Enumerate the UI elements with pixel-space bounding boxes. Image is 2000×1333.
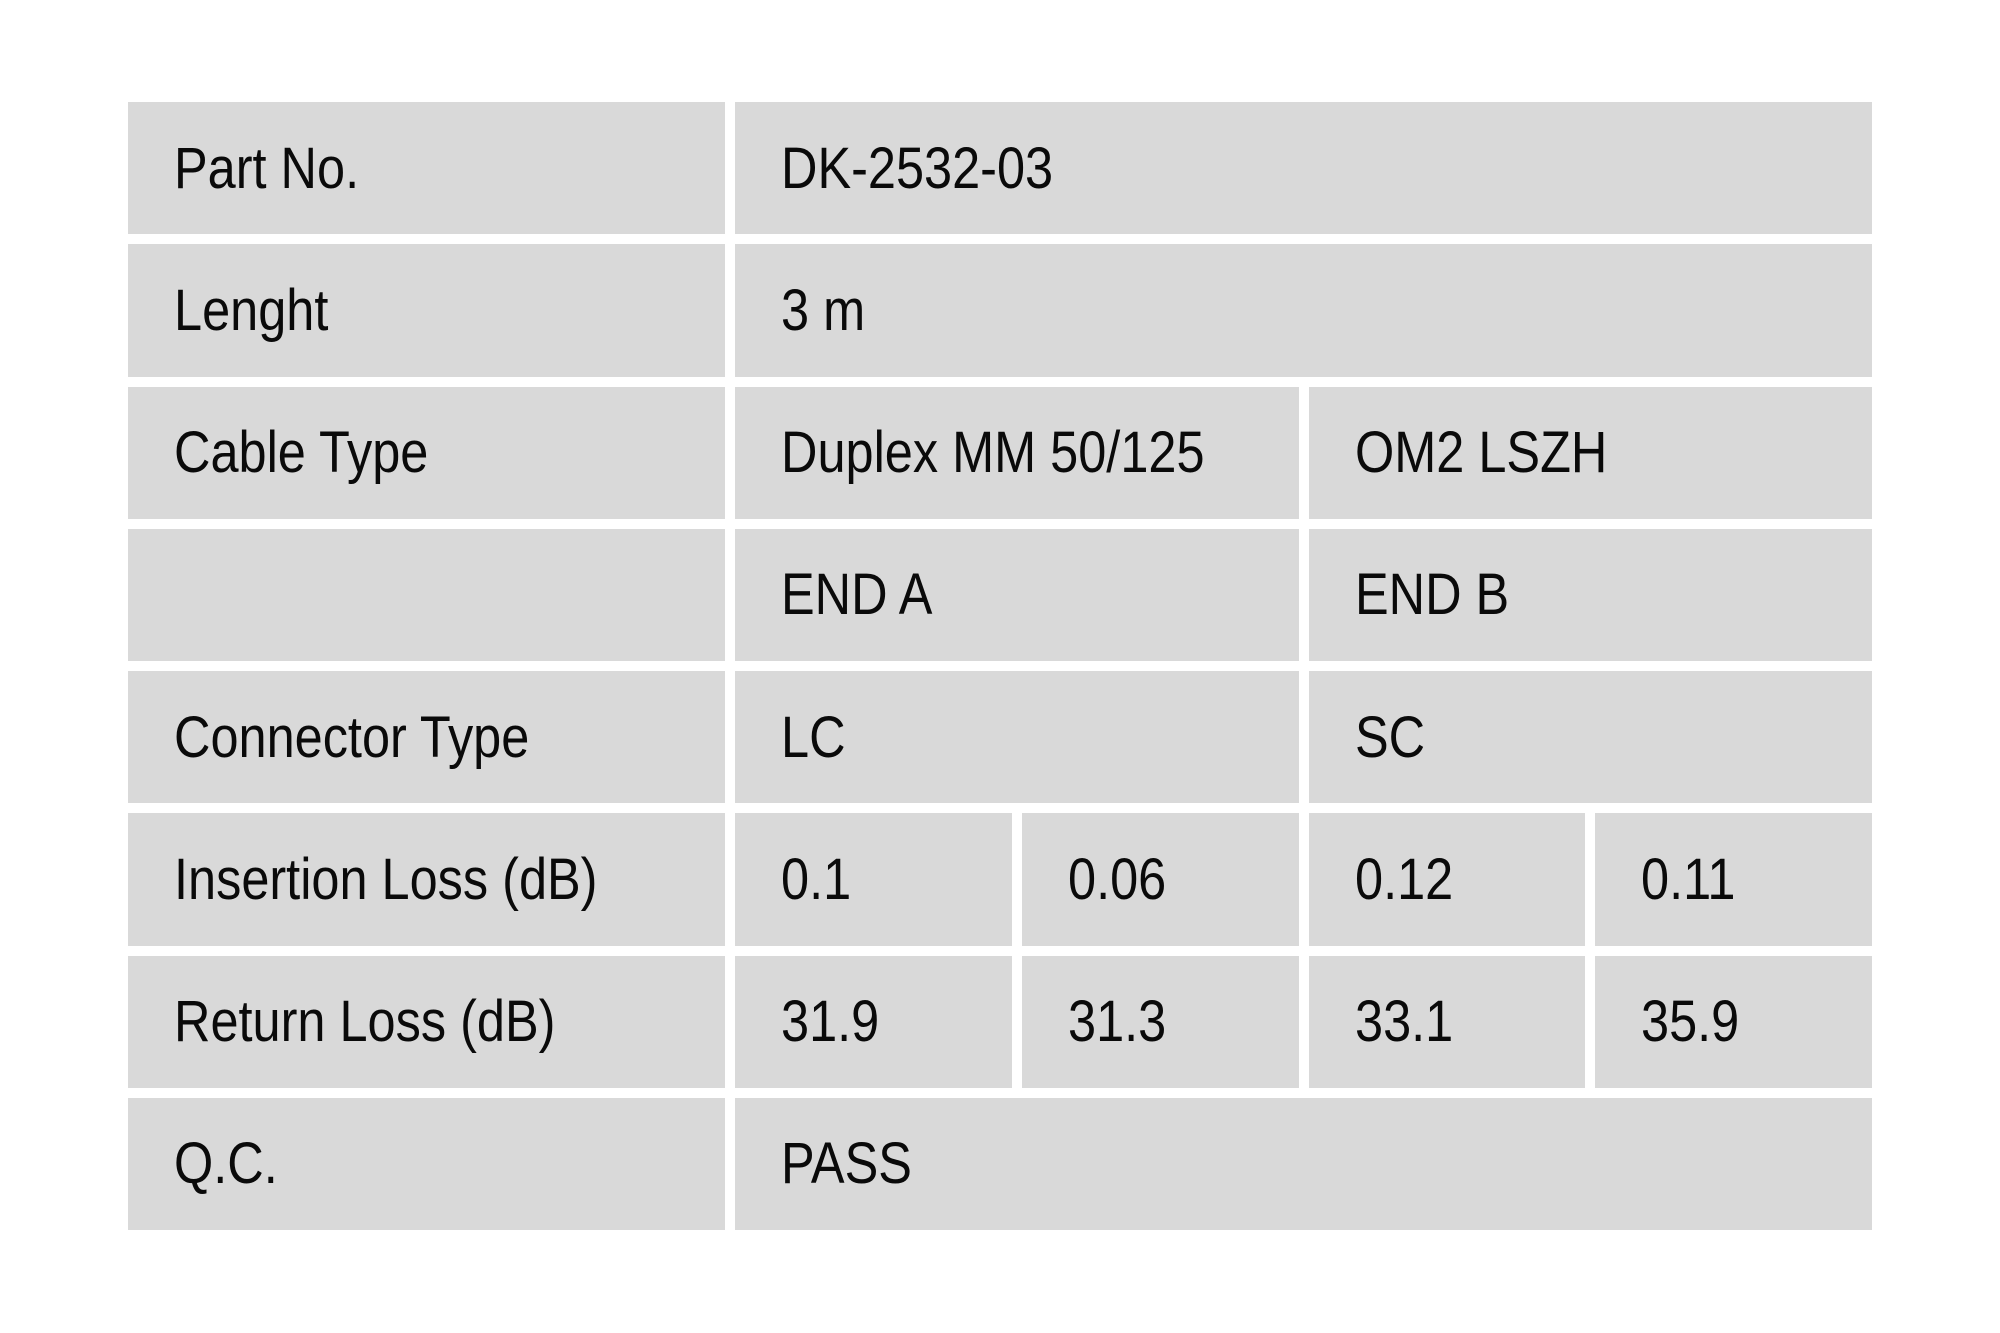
end-b-header: END B — [1354, 562, 1509, 628]
cable-type-value-a: Duplex MM 50/125 — [781, 420, 1205, 486]
part-no-value: DK-2532-03 — [781, 135, 1054, 201]
return-loss-end-a1: 31.9 — [781, 989, 880, 1055]
end-a-header-cell: END A — [735, 528, 1299, 661]
return-loss-end-b1-cell: 33.1 — [1308, 955, 1586, 1088]
end-a-header: END A — [781, 562, 933, 628]
part-no-label-cell: Part No. — [128, 102, 725, 235]
length-value-cell: 3 m — [735, 244, 1872, 377]
insertion-loss-label: Insertion Loss (dB) — [174, 846, 598, 912]
return-loss-end-b1: 33.1 — [1354, 989, 1453, 1055]
insertion-loss-end-a2: 0.06 — [1067, 846, 1166, 912]
return-loss-end-b2: 35.9 — [1641, 989, 1740, 1055]
cable-type-value-b-cell: OM2 LSZH — [1308, 386, 1872, 519]
cable-type-label: Cable Type — [174, 420, 429, 486]
connector-type-end-a-cell: LC — [735, 671, 1299, 804]
insertion-loss-end-a1-cell: 0.1 — [735, 813, 1012, 946]
insertion-loss-end-a1: 0.1 — [781, 846, 852, 912]
return-loss-end-a2-cell: 31.3 — [1021, 955, 1299, 1088]
cable-type-value-a-cell: Duplex MM 50/125 — [735, 386, 1299, 519]
connector-type-end-a: LC — [781, 704, 846, 770]
spec-table: Part No. DK-2532-03 Lenght 3 m Cable Typ… — [128, 102, 1872, 1230]
connector-type-end-b: SC — [1354, 704, 1425, 770]
connector-type-label: Connector Type — [174, 704, 530, 770]
end-b-header-cell: END B — [1308, 528, 1872, 661]
connector-type-end-b-cell: SC — [1308, 671, 1872, 804]
cable-type-value-b: OM2 LSZH — [1354, 420, 1607, 486]
insertion-loss-end-b1-cell: 0.12 — [1308, 813, 1586, 946]
return-loss-label-cell: Return Loss (dB) — [128, 955, 725, 1088]
length-label: Lenght — [174, 277, 329, 343]
qc-label-cell: Q.C. — [128, 1097, 725, 1230]
return-loss-end-b2-cell: 35.9 — [1595, 955, 1872, 1088]
insertion-loss-label-cell: Insertion Loss (dB) — [128, 813, 725, 946]
insertion-loss-end-b2-cell: 0.11 — [1595, 813, 1872, 946]
part-no-label: Part No. — [174, 135, 360, 201]
return-loss-end-a2: 31.3 — [1067, 989, 1166, 1055]
cable-type-label-cell: Cable Type — [128, 386, 725, 519]
length-label-cell: Lenght — [128, 244, 725, 377]
end-header-spacer-cell — [128, 528, 725, 661]
part-no-value-cell: DK-2532-03 — [735, 102, 1872, 235]
length-value: 3 m — [781, 277, 866, 343]
qc-value-cell: PASS — [735, 1097, 1872, 1230]
insertion-loss-end-b1: 0.12 — [1354, 846, 1453, 912]
insertion-loss-end-b2: 0.11 — [1641, 846, 1736, 912]
insertion-loss-end-a2-cell: 0.06 — [1021, 813, 1299, 946]
qc-label: Q.C. — [174, 1131, 278, 1197]
return-loss-label: Return Loss (dB) — [174, 989, 556, 1055]
connector-type-label-cell: Connector Type — [128, 671, 725, 804]
return-loss-end-a1-cell: 31.9 — [735, 955, 1012, 1088]
qc-value: PASS — [781, 1131, 912, 1197]
